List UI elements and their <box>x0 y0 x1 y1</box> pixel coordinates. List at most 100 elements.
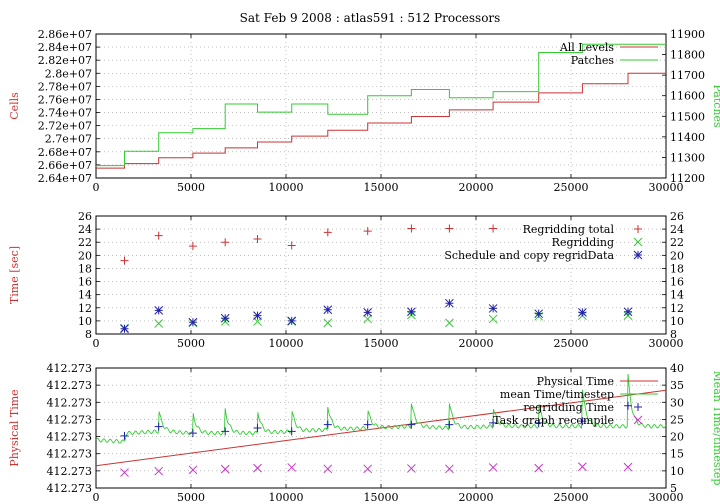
plot-frame <box>95 367 667 489</box>
data-point <box>188 465 198 475</box>
series-line <box>96 43 666 167</box>
data-point <box>407 464 416 473</box>
y2-axis-label: Mean Time/timestep <box>711 371 720 486</box>
chart-panel-1: 0 5000 10000 15000 20000 25000 300002.64e+072.… <box>8 28 720 194</box>
x-tick-label: 20000 <box>459 491 494 504</box>
y2-tick-label: 16 <box>670 276 684 289</box>
legend-label: Regridding total <box>523 223 615 236</box>
series-0 <box>96 72 666 169</box>
data-point <box>363 314 373 324</box>
y-tick-label: 22 <box>78 236 92 249</box>
data-point <box>489 418 498 427</box>
y-tick-label: 2.76e+07 <box>38 93 92 106</box>
legend-label: mean Time/timestep <box>500 388 614 401</box>
data-point <box>578 417 587 426</box>
y-axis-label: Cells <box>8 92 21 120</box>
legend-marker <box>633 415 643 425</box>
y-tick-label: 2.8e+07 <box>45 67 92 80</box>
y-tick-label: 16 <box>78 276 92 289</box>
series-line <box>96 72 666 169</box>
data-point <box>407 224 416 233</box>
x-tick-label: 10000 <box>269 181 304 194</box>
data-point <box>221 427 230 436</box>
y-tick-label: 412.273 <box>47 362 93 375</box>
legend-label: All Levels <box>559 41 615 54</box>
data-point <box>287 241 296 250</box>
x-tick-label: 0 <box>93 337 100 350</box>
chart-panel-2: 0 5000 10000 15000 20000 25000 300008101214161… <box>8 210 684 350</box>
x-tick-label: 5000 <box>177 337 205 350</box>
y2-tick-label: 35 <box>670 379 684 392</box>
data-point <box>323 420 332 429</box>
data-point <box>534 418 543 427</box>
data-point <box>253 424 262 432</box>
x-tick-label: 10000 <box>269 491 304 504</box>
plot-frame <box>95 33 667 179</box>
y2-tick-label: 11200 <box>670 172 705 185</box>
data-point <box>488 314 498 324</box>
data-point <box>253 311 262 320</box>
y-tick-label: 2.78e+07 <box>38 80 92 93</box>
y2-tick-label: 15 <box>670 448 684 461</box>
x-tick-label: 15000 <box>364 181 399 194</box>
y-tick-label: 8 <box>85 328 92 341</box>
y2-tick-label: 8 <box>670 328 677 341</box>
series-0 <box>120 224 498 265</box>
series-3 <box>120 462 633 477</box>
x-tick-label: 25000 <box>554 181 589 194</box>
x-tick-label: 30000 <box>649 491 684 504</box>
y2-tick-label: 18 <box>670 262 684 275</box>
y-tick-label: 10 <box>78 315 92 328</box>
data-point <box>407 420 416 429</box>
data-point <box>488 463 498 472</box>
panels: 0 5000 10000 15000 20000 25000 300002.64e+072.… <box>8 28 720 504</box>
data-point <box>445 318 454 328</box>
data-point <box>363 420 372 429</box>
series-line <box>95 389 667 467</box>
x-tick-label: 0 <box>93 181 100 194</box>
data-point <box>253 234 262 243</box>
legend-marker <box>633 250 643 260</box>
y2-tick-label: 20 <box>670 249 684 262</box>
legend-label: regridding Time <box>523 401 614 414</box>
y-tick-label: 412.273 <box>47 448 93 461</box>
y2-tick-label: 5 <box>670 482 677 495</box>
y2-tick-label: 11400 <box>670 131 705 144</box>
y-tick-label: 14 <box>78 289 92 302</box>
y-axis-label: Physical Time <box>8 389 21 466</box>
y-tick-label: 412.273 <box>47 465 93 478</box>
y2-tick-label: 14 <box>670 289 684 302</box>
y2-tick-label: 26 <box>670 210 684 223</box>
data-point <box>363 308 373 317</box>
x-tick-label: 10000 <box>269 337 304 350</box>
data-point <box>623 462 633 472</box>
data-point <box>154 319 164 328</box>
figure-title: Sat Feb 9 2008 : atlas591 : 512 Processo… <box>240 11 501 25</box>
series-1 <box>96 43 666 167</box>
y-tick-label: 412.273 <box>47 396 93 409</box>
legend-label: Physical Time <box>537 375 614 388</box>
x-tick-label: 5000 <box>177 491 205 504</box>
data-point <box>154 422 163 431</box>
y2-tick-label: 11500 <box>670 110 705 123</box>
legend-label: Schedule and copy regridData <box>444 249 614 262</box>
y-tick-label: 2.7e+07 <box>45 133 92 146</box>
y2-tick-label: 11900 <box>670 28 705 41</box>
data-point <box>534 463 544 473</box>
data-point <box>154 306 164 315</box>
data-point <box>445 224 454 233</box>
data-point <box>445 298 454 308</box>
y2-tick-label: 11800 <box>670 49 705 62</box>
x-tick-label: 5000 <box>177 181 205 194</box>
data-point <box>287 427 296 436</box>
y-tick-label: 412.273 <box>47 379 93 392</box>
y2-tick-label: 11300 <box>670 151 705 164</box>
y-tick-label: 2.72e+07 <box>38 120 92 133</box>
y2-tick-label: 40 <box>670 362 684 375</box>
legend-marker <box>634 403 642 411</box>
y-tick-label: 412.273 <box>47 482 93 495</box>
y-tick-label: 2.74e+07 <box>38 107 92 120</box>
data-point <box>188 317 198 327</box>
data-point <box>220 313 230 323</box>
